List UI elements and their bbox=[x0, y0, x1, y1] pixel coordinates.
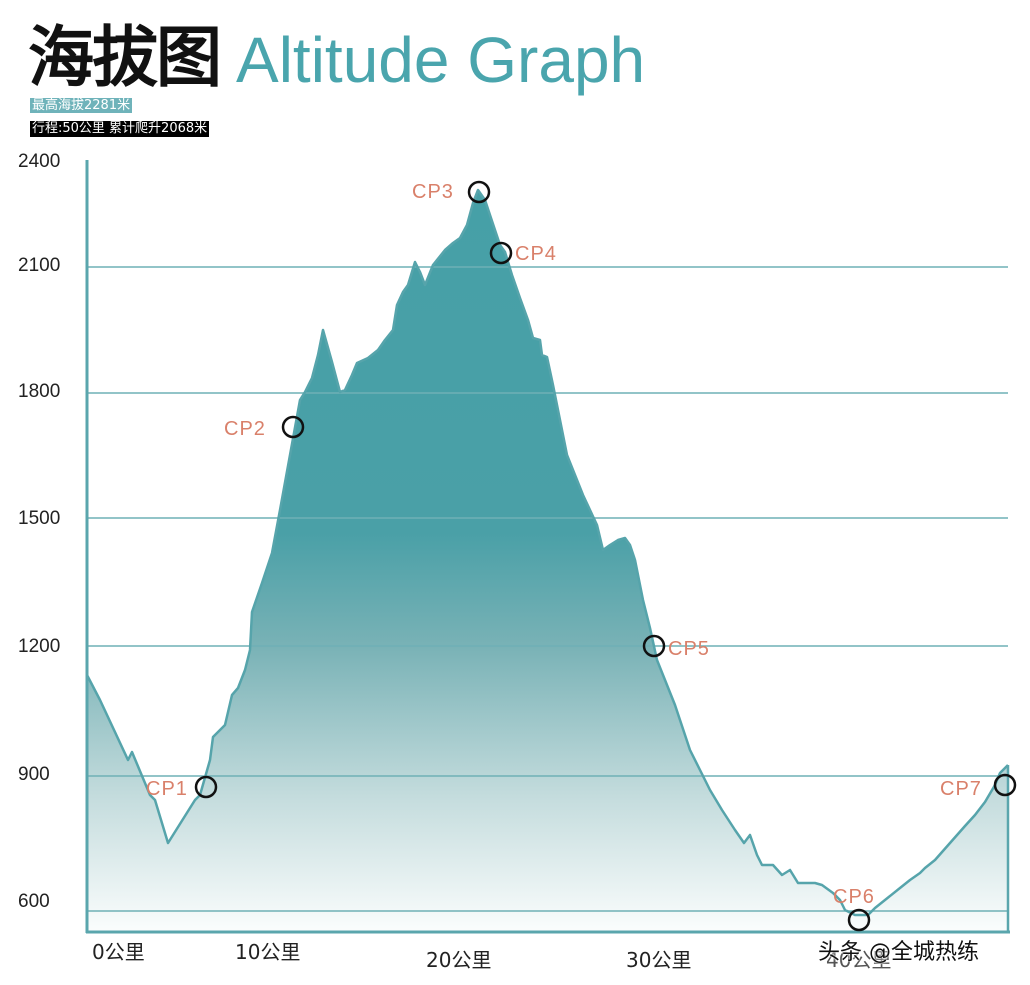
checkpoint-ring-icon bbox=[993, 773, 1017, 797]
checkpoint-ring-icon bbox=[194, 775, 218, 799]
svg-text:CP5: CP5 bbox=[668, 638, 710, 660]
title-english: Altitude Graph bbox=[236, 24, 646, 96]
checkpoint-cp5: CP5 bbox=[642, 634, 710, 660]
y-tick-900: 900 bbox=[18, 764, 50, 785]
y-tick-600: 600 bbox=[18, 891, 50, 912]
checkpoint-ring-icon bbox=[489, 241, 513, 265]
y-tick-2400: 2400 bbox=[18, 151, 61, 172]
svg-text:CP7: CP7 bbox=[940, 778, 982, 800]
checkpoint-cp4: CP4 bbox=[489, 241, 557, 265]
checkpoint-ring-icon bbox=[847, 908, 871, 932]
checkpoint-ring-icon bbox=[642, 634, 666, 658]
y-tick-1500: 1500 bbox=[18, 508, 61, 529]
checkpoint-cp7: CP7 bbox=[940, 773, 1017, 800]
checkpoint-cp3: CP3 bbox=[412, 180, 491, 204]
checkpoint-cp2: CP2 bbox=[224, 415, 305, 440]
checkpoint-cp1: CP1 bbox=[146, 775, 218, 800]
max-altitude-badge: 最高海拔2281米 bbox=[30, 98, 133, 113]
altitude-area bbox=[87, 190, 1008, 932]
x-tick-0km: 0公里 bbox=[92, 940, 145, 964]
svg-text:CP2: CP2 bbox=[224, 418, 266, 440]
svg-text:CP1: CP1 bbox=[146, 778, 188, 800]
watermark: 头条 @全城热练 bbox=[818, 940, 979, 965]
x-tick-20km: 20公里 bbox=[426, 948, 492, 972]
route-summary-badge: 行程:50公里 累计爬升2068米 bbox=[30, 121, 210, 137]
gridlines bbox=[87, 266, 1008, 912]
svg-text:CP4: CP4 bbox=[515, 243, 557, 265]
checkpoint-cp6: CP6 bbox=[833, 886, 875, 932]
y-tick-2100: 2100 bbox=[18, 255, 61, 276]
title-chinese: 海拔图 bbox=[28, 19, 222, 96]
x-tick-30km: 30公里 bbox=[626, 948, 692, 972]
y-tick-1800: 1800 bbox=[18, 381, 61, 402]
svg-text:CP3: CP3 bbox=[412, 181, 454, 203]
x-tick-10km: 10公里 bbox=[235, 940, 301, 964]
y-tick-1200: 1200 bbox=[18, 636, 61, 657]
checkpoint-ring-icon bbox=[281, 415, 305, 439]
svg-text:CP6: CP6 bbox=[833, 886, 875, 908]
altitude-line bbox=[85, 188, 1009, 917]
checkpoint-ring-icon bbox=[467, 180, 491, 204]
x-tick-40km: 40公里 bbox=[826, 948, 892, 972]
